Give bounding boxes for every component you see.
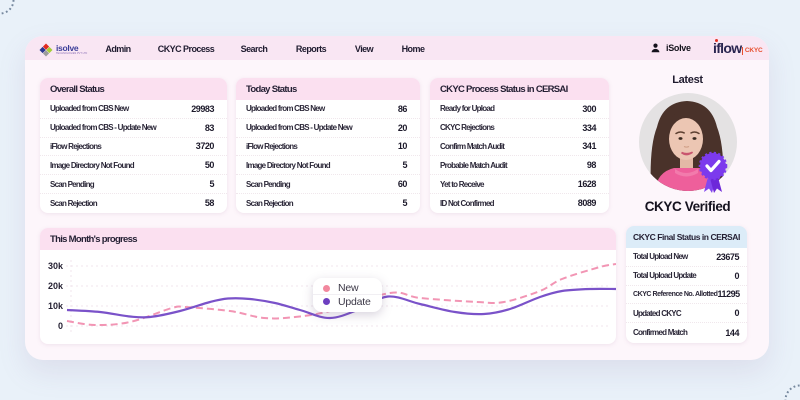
svg-text:10k: 10k: [48, 301, 64, 311]
svg-text:30k: 30k: [48, 261, 64, 271]
svg-text:0: 0: [58, 321, 63, 331]
svg-text:20k: 20k: [48, 281, 64, 291]
